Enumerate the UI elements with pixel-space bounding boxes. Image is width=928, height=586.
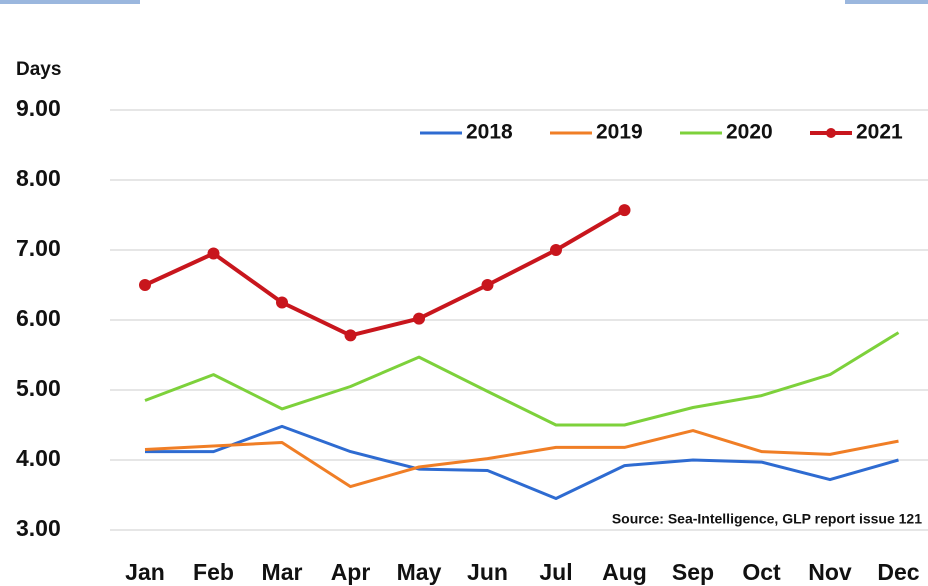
point	[139, 279, 151, 291]
legend-label: 2021	[856, 121, 903, 144]
x-tick-label: Oct	[742, 559, 781, 585]
x-tick-label: Nov	[808, 559, 852, 585]
legend-marker	[826, 128, 836, 138]
y-axis-label: Days	[16, 59, 61, 80]
y-tick-label: 7.00	[16, 235, 61, 261]
x-tick-label: Jan	[125, 559, 165, 585]
x-tick-label: Jul	[539, 559, 572, 585]
series-line	[144, 208, 626, 338]
point	[344, 329, 357, 342]
y-tick-label: 3.00	[16, 515, 61, 541]
frame-edge	[0, 0, 140, 4]
frame-edge	[845, 0, 928, 4]
y-tick-label: 8.00	[16, 165, 61, 191]
x-tick-label: Jun	[467, 559, 508, 585]
x-tick-label: Apr	[331, 559, 371, 585]
point	[276, 296, 288, 309]
x-tick-label: May	[397, 559, 442, 585]
point	[618, 204, 631, 217]
y-tick-label: 6.00	[16, 305, 61, 331]
point	[207, 247, 220, 260]
x-tick-label: Sep	[672, 559, 714, 585]
legend-label: 2018	[466, 121, 513, 144]
x-tick-label: Aug	[602, 559, 647, 585]
y-tick-label: 5.00	[16, 375, 61, 401]
annotation: Source: Sea-Intelligence, GLP report iss…	[612, 511, 922, 527]
x-tick-label: Mar	[262, 559, 303, 585]
series-line	[145, 424, 899, 500]
legend-label: 2020	[726, 121, 773, 144]
x-tick-label: Dec	[877, 559, 919, 585]
legend-label: 2019	[596, 121, 643, 144]
point	[550, 244, 562, 256]
y-tick-label: 9.00	[16, 95, 61, 121]
x-tick-label: Feb	[193, 559, 234, 585]
series-line	[144, 429, 899, 489]
y-tick-label: 4.00	[16, 445, 61, 471]
series-line	[144, 331, 900, 427]
point	[481, 279, 494, 291]
point	[413, 312, 425, 325]
